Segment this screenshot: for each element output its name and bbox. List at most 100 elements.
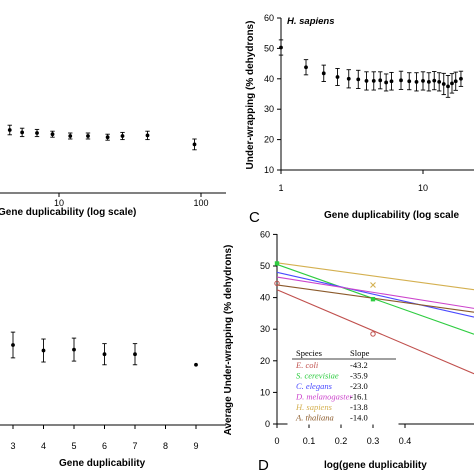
panel-c-point-5 xyxy=(356,77,361,82)
panel-d-x-tick-label-1: 0.1 xyxy=(303,436,316,446)
panel-c-point-8 xyxy=(378,78,383,83)
panel-a-x-tick-label-0: 10 xyxy=(54,198,64,208)
panel-c-y-tick-label-4: 50 xyxy=(264,43,274,53)
legend-header-slope: Slope xyxy=(350,348,370,358)
panel-c-point-16 xyxy=(432,78,437,83)
legend-slope-2: -23.0 xyxy=(350,381,368,391)
panel-c-x-tick-label-1: 10 xyxy=(418,183,428,193)
panel-c-point-0 xyxy=(279,45,283,50)
panel-d-y-tick-label-4: 40 xyxy=(260,293,270,303)
panel-b-x-tick-label-1: 4 xyxy=(41,441,46,451)
panel-a-point-9 xyxy=(68,134,73,138)
panel-a-point-7 xyxy=(35,131,39,135)
panel-c-point-18 xyxy=(441,82,446,86)
panel-d-fit-line-2 xyxy=(276,271,474,318)
panel-c-y-axis-label: Under-wrapping (% dehydrons) xyxy=(245,21,256,170)
panel-c-title: H. sapiens xyxy=(287,16,335,27)
panel-c-point-12 xyxy=(407,79,412,84)
legend-header-species: Species xyxy=(296,348,322,358)
panel-c: H. sapiens Under-wrapping (% dehydrons) … xyxy=(245,13,474,226)
legend-species-2: C. elegans xyxy=(296,381,333,391)
panel-b-x-tick-label-5: 8 xyxy=(163,441,168,451)
panel-d-fit-line-5 xyxy=(276,284,474,313)
legend-species-5: A. thaliana xyxy=(295,413,334,423)
panel-c-point-19 xyxy=(446,84,450,89)
panel-d-marker-1 xyxy=(370,331,376,337)
panel-c-point-13 xyxy=(414,79,419,84)
panel-b-x-tick-label-4: 7 xyxy=(132,441,137,451)
panel-b-point-0 xyxy=(11,343,15,347)
panel-d-y-tick-label-5: 50 xyxy=(260,261,270,271)
panel-c-point-14 xyxy=(421,79,425,83)
panel-b-point-4 xyxy=(133,352,137,357)
legend-slope-1: -35.9 xyxy=(350,371,368,381)
panel-c-point-11 xyxy=(399,78,403,83)
panel-c-x-axis-label: Gene duplicability (log scale xyxy=(324,210,459,221)
panel-d-y-tick-label-1: 10 xyxy=(260,387,270,397)
panel-b-x-tick-label-3: 6 xyxy=(102,441,107,451)
panel-d-fit-line-4 xyxy=(276,262,474,291)
legend-species-1: S. cerevisiae xyxy=(296,371,339,381)
panel-a-point-13 xyxy=(145,133,150,138)
panel-c-x-tick-label-0: 1 xyxy=(278,183,283,193)
panel-d-marker-2 xyxy=(274,261,280,266)
panel-d-y-tick-label-2: 20 xyxy=(260,356,270,366)
panel-c-y-tick-label-0: 10 xyxy=(264,165,274,175)
panel-c-point-6 xyxy=(364,79,369,83)
panel-a-point-14 xyxy=(192,142,197,147)
panel-a: Gene duplicability (log scale) 10 100 xyxy=(0,124,226,218)
panel-b-point-5 xyxy=(194,362,198,367)
panel-c-point-17 xyxy=(437,79,442,84)
panel-d-x-tick-label-3: 0.3 xyxy=(367,436,380,446)
panel-b-x-tick-label-2: 5 xyxy=(71,441,76,451)
panel-d-marker-3 xyxy=(370,296,376,302)
panel-a-x-tick-label-1: 100 xyxy=(193,198,208,208)
legend-species-0: E. coli xyxy=(295,360,319,370)
panel-d-y-tick-label-0: 0 xyxy=(265,419,270,429)
panel-d: Average Under-wrapping (% dehydrons) log… xyxy=(223,229,474,474)
panel-a-point-12 xyxy=(120,134,125,138)
panel-a-point-5 xyxy=(7,128,12,132)
panel-c-point-3 xyxy=(335,75,340,79)
panel-d-x-tick-label-4: 0.4 xyxy=(399,436,412,446)
legend-slope-4: -13.8 xyxy=(350,402,368,412)
legend-slope-3: -16.1 xyxy=(350,392,368,402)
panel-c-point-9 xyxy=(384,80,389,85)
legend-box xyxy=(287,346,399,425)
panel-c-point-10 xyxy=(389,79,394,84)
panel-a-point-10 xyxy=(86,134,90,138)
panel-a-point-8 xyxy=(50,132,55,137)
panel-c-label: C xyxy=(249,209,260,226)
panel-a-x-axis-label: Gene duplicability (log scale) xyxy=(0,207,136,218)
panel-d-label: D xyxy=(258,457,269,474)
panel-c-y-tick-label-2: 30 xyxy=(264,104,274,114)
panel-c-point-20 xyxy=(450,81,454,86)
panel-d-fit-line-3 xyxy=(276,276,474,309)
legend-species-3: D. melanogaster xyxy=(295,392,353,402)
legend-slope-0: -43.2 xyxy=(350,360,368,370)
panel-d-fit-line-0 xyxy=(276,289,474,375)
panel-b-point-3 xyxy=(102,352,107,357)
legend-slope-5: -14.0 xyxy=(350,413,368,423)
panel-c-point-15 xyxy=(426,79,431,84)
panel-c-y-tick-label-3: 40 xyxy=(264,74,274,84)
panel-b-x-tick-label-6: 9 xyxy=(193,441,198,451)
panel-b-x-tick-label-0: 3 xyxy=(10,441,15,451)
panel-a-point-6 xyxy=(20,130,25,135)
legend-species-4: H. sapiens xyxy=(295,402,333,412)
panel-d-y-tick-label-6: 60 xyxy=(260,229,270,239)
panel-a-point-11 xyxy=(105,135,110,140)
panel-d-x-tick-label-0: 0 xyxy=(274,436,279,446)
panel-c-point-1 xyxy=(304,65,308,70)
panel-b-point-1 xyxy=(41,348,46,353)
panel-d-y-tick-label-3: 30 xyxy=(260,324,270,334)
panel-c-point-21 xyxy=(453,79,458,84)
panel-d-y-axis-label: Average Under-wrapping (% dehydrons) xyxy=(223,245,234,436)
panel-b: Gene duplicability 3 4 5 6 7 8 9 xyxy=(0,331,226,469)
panel-b-point-2 xyxy=(72,347,76,352)
panel-c-point-2 xyxy=(321,71,326,76)
panel-c-y-tick-label-5: 60 xyxy=(264,13,274,23)
panel-d-legend: Species Slope E. coli -43.2 S. cerevisiae -… xyxy=(287,346,399,425)
panel-d-x-tick-label-2: 0.2 xyxy=(335,436,348,446)
panel-c-y-tick-label-1: 20 xyxy=(264,135,274,145)
